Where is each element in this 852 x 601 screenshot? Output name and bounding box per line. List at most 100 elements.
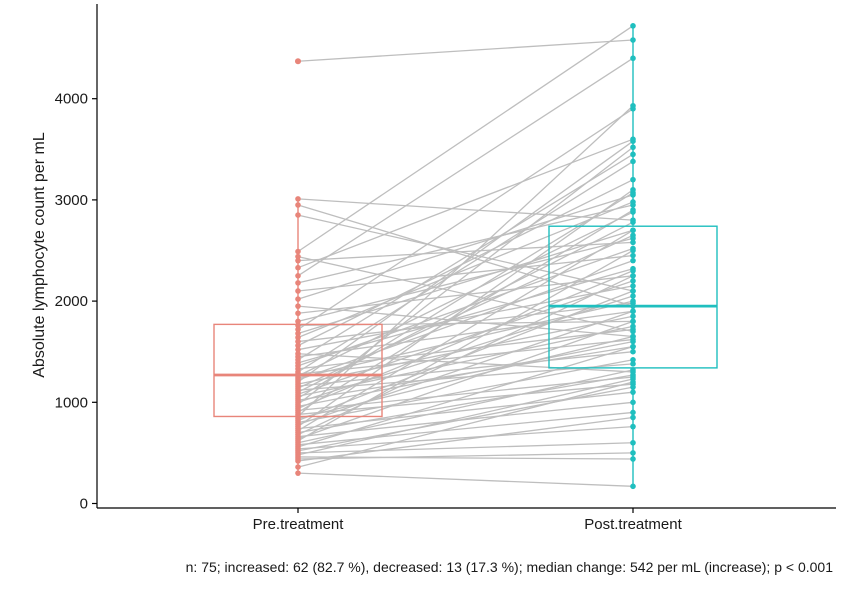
pair-line [297,194,634,300]
x-tick-label: Pre.treatment [253,516,345,533]
pair-line [297,229,634,335]
pair-line [297,270,634,409]
x-tick-label: Post.treatment [584,516,682,533]
paired-lines [297,25,634,487]
post-treatment-point [630,338,636,345]
pair-line [297,204,634,307]
post-treatment-point [630,102,636,109]
pre-treatment-point [295,58,301,65]
pair-line [297,153,634,361]
pair-line [297,340,634,407]
pair-line [297,105,634,417]
pair-line [297,320,634,440]
pair-line [297,416,634,462]
post-treatment-point [630,219,636,225]
pair-line [297,211,634,377]
pre-treatment-point [295,196,301,202]
pre-treatment-point [295,296,301,302]
pair-line [297,209,634,413]
pair-line [297,179,634,347]
post-treatment-point [630,186,636,193]
data-points [295,23,636,490]
post-treatment-point [630,207,636,213]
axes [96,4,836,509]
pair-line [297,160,634,373]
pre-treatment-point [295,288,301,294]
post-treatment-point [630,313,636,320]
post-treatment-point [630,414,636,421]
pair-line [297,260,634,381]
post-treatment-point [630,55,636,62]
pair-line [297,359,634,424]
pair-line [297,456,634,460]
pre-treatment-point [295,280,301,286]
pair-line [297,442,634,454]
post-treatment-point [630,384,636,390]
pair-line [297,452,634,460]
pre-treatment-point [295,248,301,255]
pair-line [297,472,634,487]
pair-line [297,237,634,322]
y-tick-label: 0 [80,496,88,513]
pair-line [297,353,634,373]
post-treatment-point [630,318,636,325]
post-treatment-point [630,367,636,373]
pair-line [297,305,634,338]
pair-line [297,229,634,432]
post-treatment-point [630,144,636,151]
post-treatment-point [630,138,636,145]
post-treatment-point [630,293,636,299]
pair-line [297,39,634,62]
post-treatment-point [630,379,636,385]
post-treatment-point [630,483,636,490]
y-axis-title: Absolute lymphocyte count per mL [31,132,48,378]
pair-line [297,108,634,330]
pair-line [297,146,634,405]
pair-line [297,302,634,343]
pre-treatment-point [295,202,301,208]
pair-line [297,295,634,403]
pair-line [297,275,634,436]
post-treatment-point [630,372,636,378]
pair-line [297,249,634,442]
pair-line [297,214,634,292]
pair-line [297,425,634,450]
post-treatment-point [630,273,636,279]
post-treatment-point [630,361,636,367]
post-treatment-point [630,450,636,456]
pair-line [297,57,634,277]
post-treatment-point [630,288,636,294]
pair-line [297,411,634,446]
post-treatment-point [630,23,636,29]
pair-line [297,378,634,456]
y-tick-label: 4000 [55,91,88,108]
pair-line [297,386,634,452]
pre-treatment-point [295,310,301,317]
post-treatment-point [630,356,636,363]
y-tick-label: 1000 [55,394,88,411]
post-treatment-point [630,278,636,284]
y-tick-label: 3000 [55,192,88,209]
pre-treatment-point [295,342,301,349]
post-treatment-point [630,232,636,239]
pair-line [297,198,634,221]
post-treatment-point [630,151,636,158]
post-treatment-point [630,333,636,340]
post-treatment-point [630,308,636,315]
pair-line [297,241,634,262]
pre-treatment-point [295,257,301,264]
pair-line [297,25,634,253]
pair-line [297,204,634,284]
post-treatment-point [630,176,636,183]
post-treatment-point [630,257,636,264]
y-ticks: 0 1000 2000 3000 4000 [55,91,97,513]
pre-treatment-point [295,212,301,218]
pair-line [297,138,634,269]
pre-treatment-point [295,470,301,476]
post-treatment-point [630,389,636,395]
post-treatment-point [630,158,636,165]
post-treatment-point [630,37,636,43]
y-tick-label: 2000 [55,293,88,310]
pre-treatment-point [295,346,301,353]
